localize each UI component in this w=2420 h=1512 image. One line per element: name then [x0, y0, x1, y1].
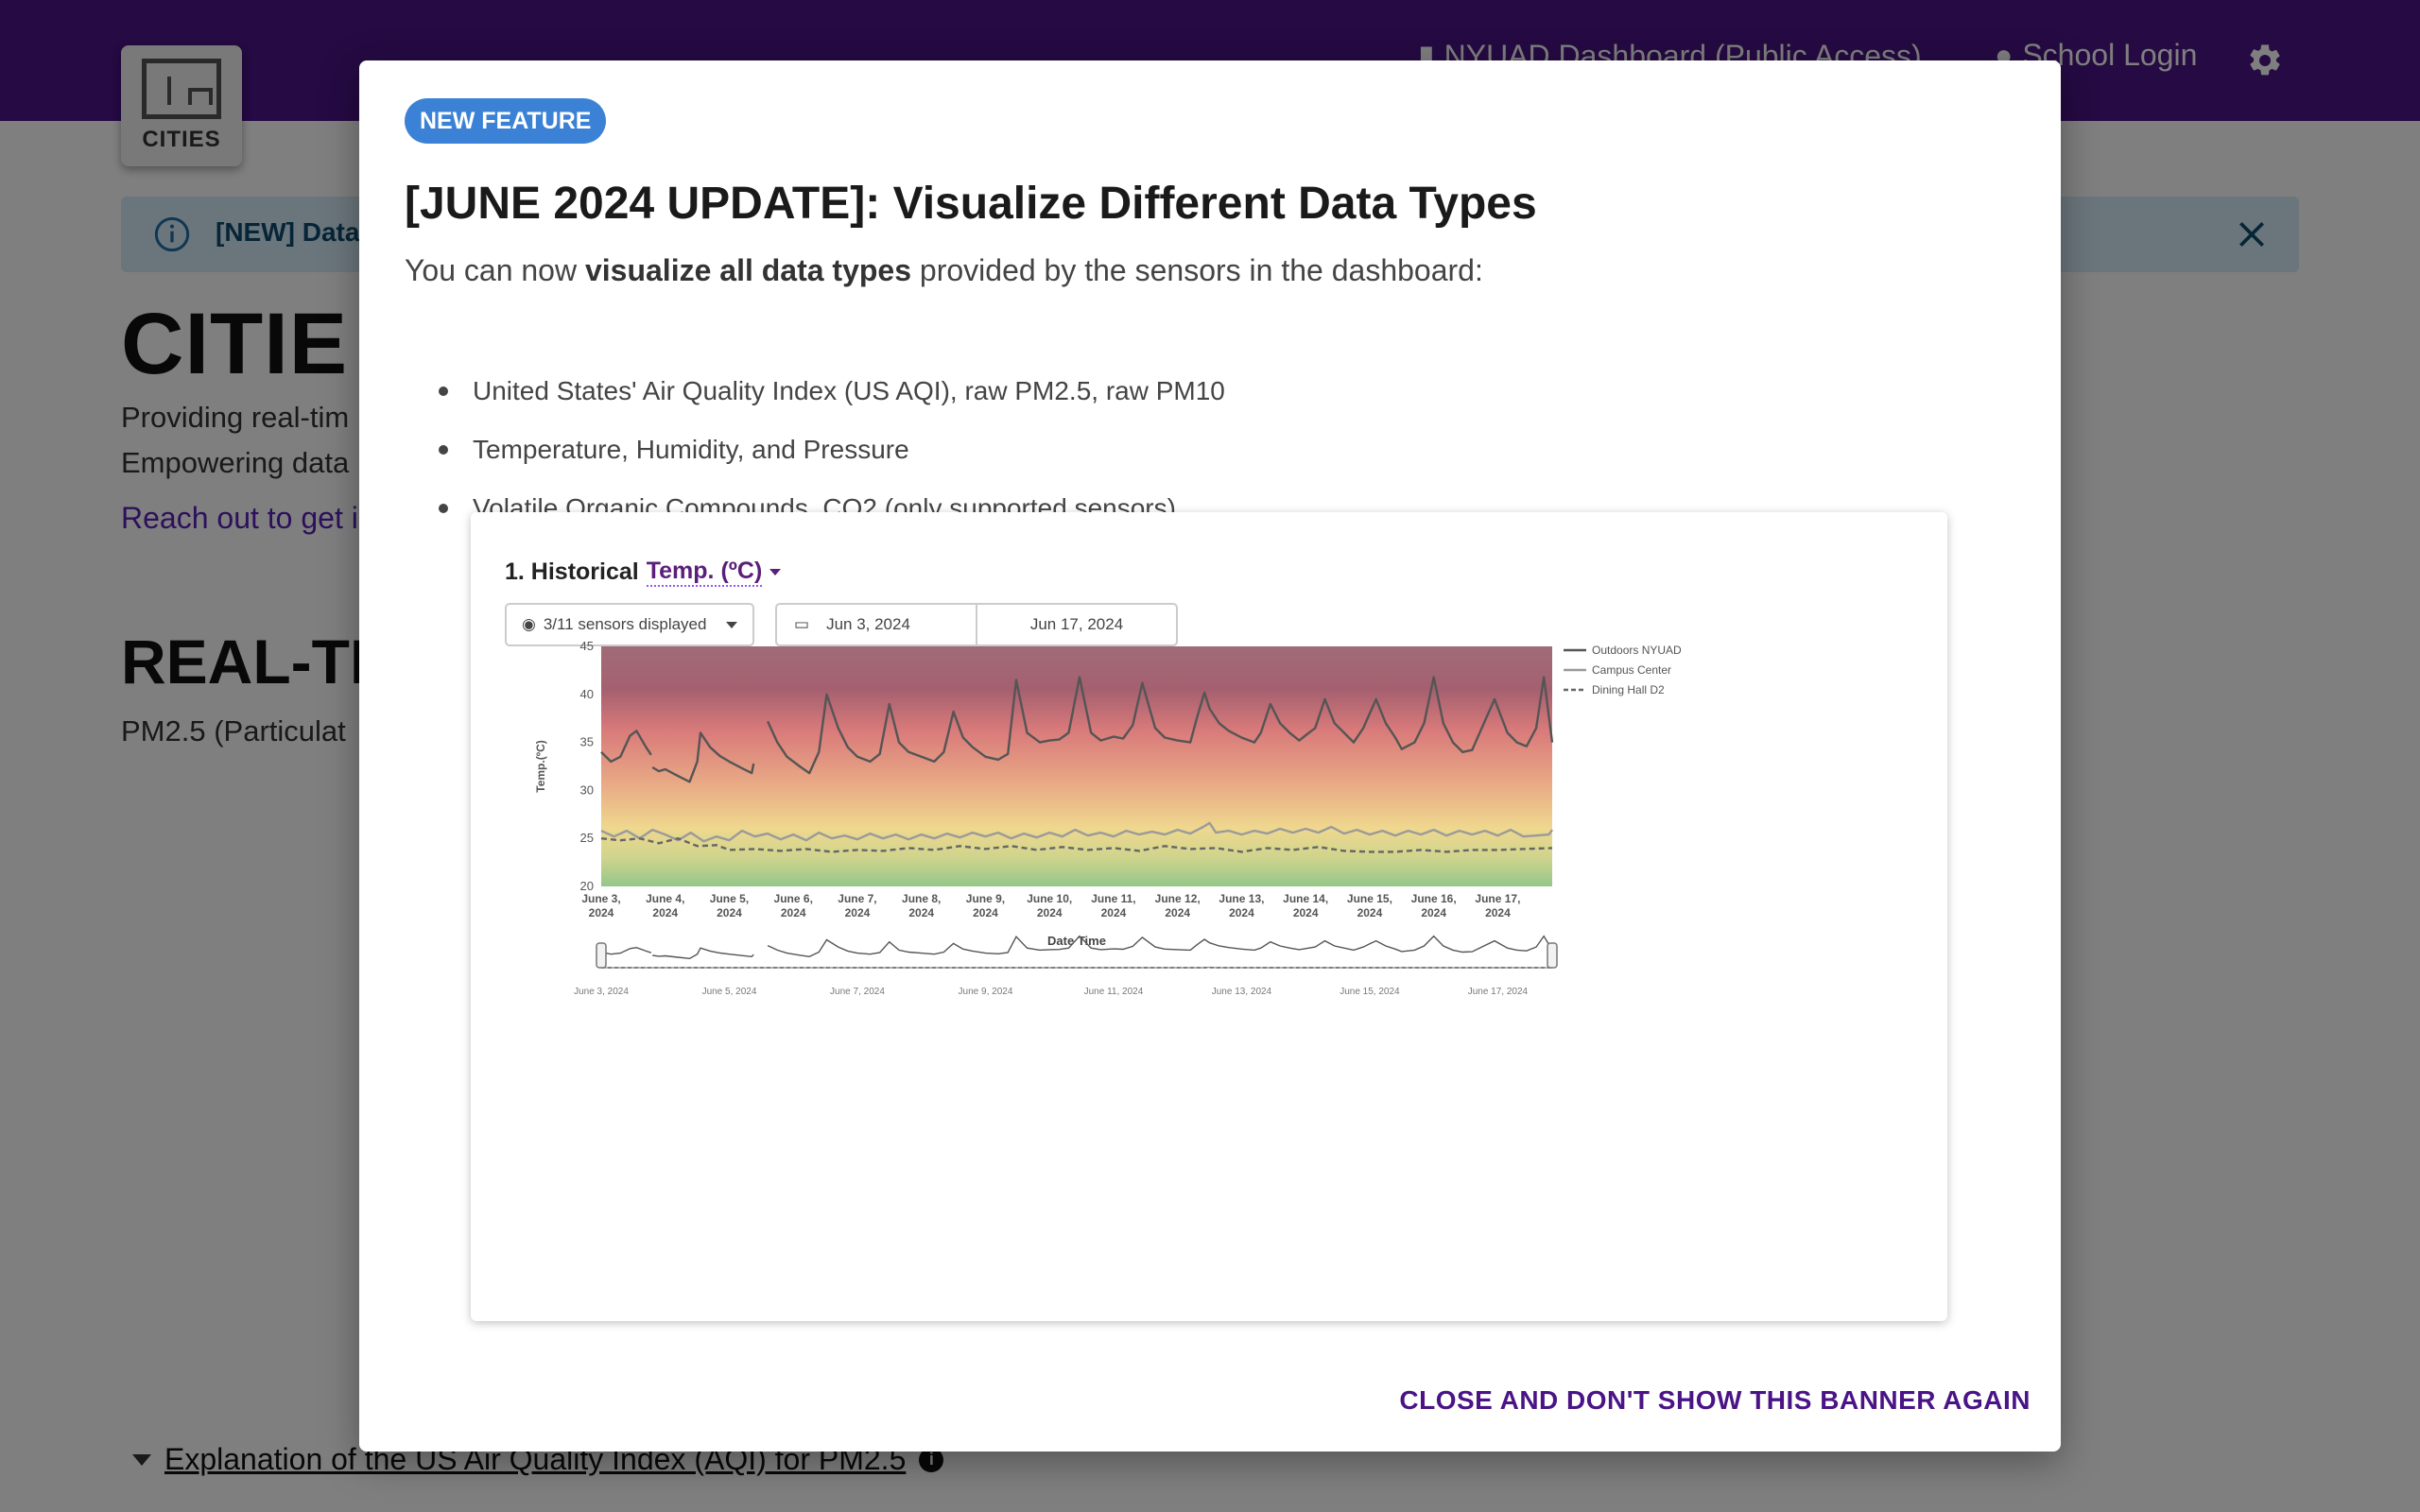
- navigator-label: June 15, 2024: [1340, 987, 1400, 997]
- x-tick-label: 2024: [1229, 906, 1254, 919]
- historical-chart-title: 1. Historical Temp. (ºC): [505, 558, 782, 587]
- y-tick-label: 25: [580, 831, 594, 845]
- x-tick-label: June 12,: [1155, 892, 1201, 905]
- x-tick-label: June 16,: [1411, 892, 1457, 905]
- list-item: Temperature, Humidity, and Pressure: [405, 433, 1225, 491]
- legend-label: Dining Hall D2: [1592, 683, 1665, 696]
- x-tick-label: 2024: [781, 906, 806, 919]
- navigator-label: June 13, 2024: [1212, 987, 1272, 997]
- x-tick-label: June 4,: [646, 892, 684, 905]
- navigator-label: June 3, 2024: [574, 987, 629, 997]
- navigator-series-line: [652, 947, 754, 960]
- x-tick-label: 2024: [652, 906, 678, 919]
- navigator-label: June 5, 2024: [702, 987, 757, 997]
- y-tick-label: 40: [580, 687, 594, 701]
- x-tick-label: 2024: [589, 906, 614, 919]
- series-line-campus-center: [600, 821, 1553, 843]
- y-tick-label: 30: [580, 782, 594, 797]
- navigator-series-line: [767, 935, 1553, 958]
- modal-title: [JUNE 2024 UPDATE]: Visualize Different …: [405, 179, 1537, 229]
- x-tick-label: June 5,: [710, 892, 749, 905]
- x-tick-label: 2024: [908, 906, 934, 919]
- x-tick-label: June 11,: [1091, 892, 1135, 905]
- new-feature-badge: NEW FEATURE: [405, 98, 607, 144]
- series-line-outdoors-nyuad: [651, 731, 755, 783]
- x-tick-label: June 9,: [966, 892, 1005, 905]
- intro-text: You can now: [405, 253, 585, 287]
- metric-selector[interactable]: Temp. (ºC): [646, 558, 763, 587]
- caret-down-icon: [769, 569, 782, 576]
- x-tick-label: June 6,: [774, 892, 813, 905]
- sensors-select[interactable]: ◉ 3/11 sensors displayed: [505, 603, 754, 646]
- series-line-dining-hall-d2: [600, 837, 1553, 853]
- x-tick-label: June 10,: [1027, 892, 1072, 905]
- intro-text-end: provided by the sensors in the dashboard…: [911, 253, 1483, 287]
- close-dont-show-again-button[interactable]: CLOSE AND DON'T SHOW THIS BANNER AGAIN: [1399, 1385, 2031, 1415]
- x-tick-label: June 17,: [1475, 892, 1520, 905]
- calendar-icon: ▭: [794, 615, 810, 633]
- x-tick-label: June 7,: [838, 892, 876, 905]
- x-tick-label: June 8,: [902, 892, 941, 905]
- feature-screenshot: 1. Historical Temp. (ºC) ◉ 3/11 sensors …: [471, 512, 1947, 1321]
- series-line-outdoors-nyuad: [600, 730, 652, 764]
- chevron-down-icon: [726, 621, 737, 628]
- x-tick-label: 2024: [1101, 906, 1127, 919]
- historical-title-prefix: 1. Historical: [505, 558, 639, 585]
- list-item: United States' Air Quality Index (US AQI…: [405, 374, 1225, 433]
- navigator-label: June 7, 2024: [830, 987, 885, 997]
- x-tick-label: June 14,: [1283, 892, 1328, 905]
- intro-bold: visualize all data types: [584, 253, 912, 287]
- x-tick-label: 2024: [1165, 906, 1190, 919]
- x-tick-label: 2024: [1293, 906, 1319, 919]
- end-date-input[interactable]: Jun 17, 2024: [976, 603, 1178, 646]
- legend-label: Outdoors NYUAD: [1592, 644, 1682, 657]
- x-tick-label: 2024: [1037, 906, 1063, 919]
- x-axis-label: Date Time: [1047, 934, 1106, 948]
- navigator-series-line: [600, 946, 652, 955]
- navigator-handle: [596, 942, 607, 969]
- x-tick-label: 2024: [1421, 906, 1446, 919]
- legend-label: Campus Center: [1592, 663, 1671, 677]
- x-tick-label: 2024: [1485, 906, 1511, 919]
- x-tick-label: 2024: [717, 906, 742, 919]
- navigator-label: June 9, 2024: [959, 987, 1013, 997]
- navigator-label: June 17, 2024: [1468, 987, 1529, 997]
- x-tick-label: 2024: [1357, 906, 1383, 919]
- modal-intro: You can now visualize all data types pro…: [405, 253, 1483, 288]
- x-tick-label: 2024: [845, 906, 871, 919]
- y-axis-label: Temp.(ºC): [534, 740, 547, 793]
- start-date-value: Jun 3, 2024: [826, 615, 910, 633]
- end-date-value: Jun 17, 2024: [1029, 615, 1124, 633]
- y-tick-label: 45: [580, 639, 594, 653]
- feature-announcement-modal: NEW FEATURE [JUNE 2024 UPDATE]: Visualiz…: [359, 60, 2061, 1452]
- x-tick-label: June 3,: [581, 892, 620, 905]
- eye-icon: ◉: [522, 615, 536, 633]
- x-tick-label: June 15,: [1347, 892, 1392, 905]
- y-tick-label: 35: [580, 735, 594, 749]
- sensors-select-label: 3/11 sensors displayed: [543, 615, 707, 633]
- navigator-label: June 11, 2024: [1084, 987, 1144, 997]
- navigator-handle: [1547, 942, 1558, 969]
- x-tick-label: June 13,: [1219, 892, 1264, 905]
- x-tick-label: 2024: [973, 906, 998, 919]
- series-line-outdoors-nyuad: [767, 676, 1554, 775]
- y-tick-label: 20: [580, 879, 594, 893]
